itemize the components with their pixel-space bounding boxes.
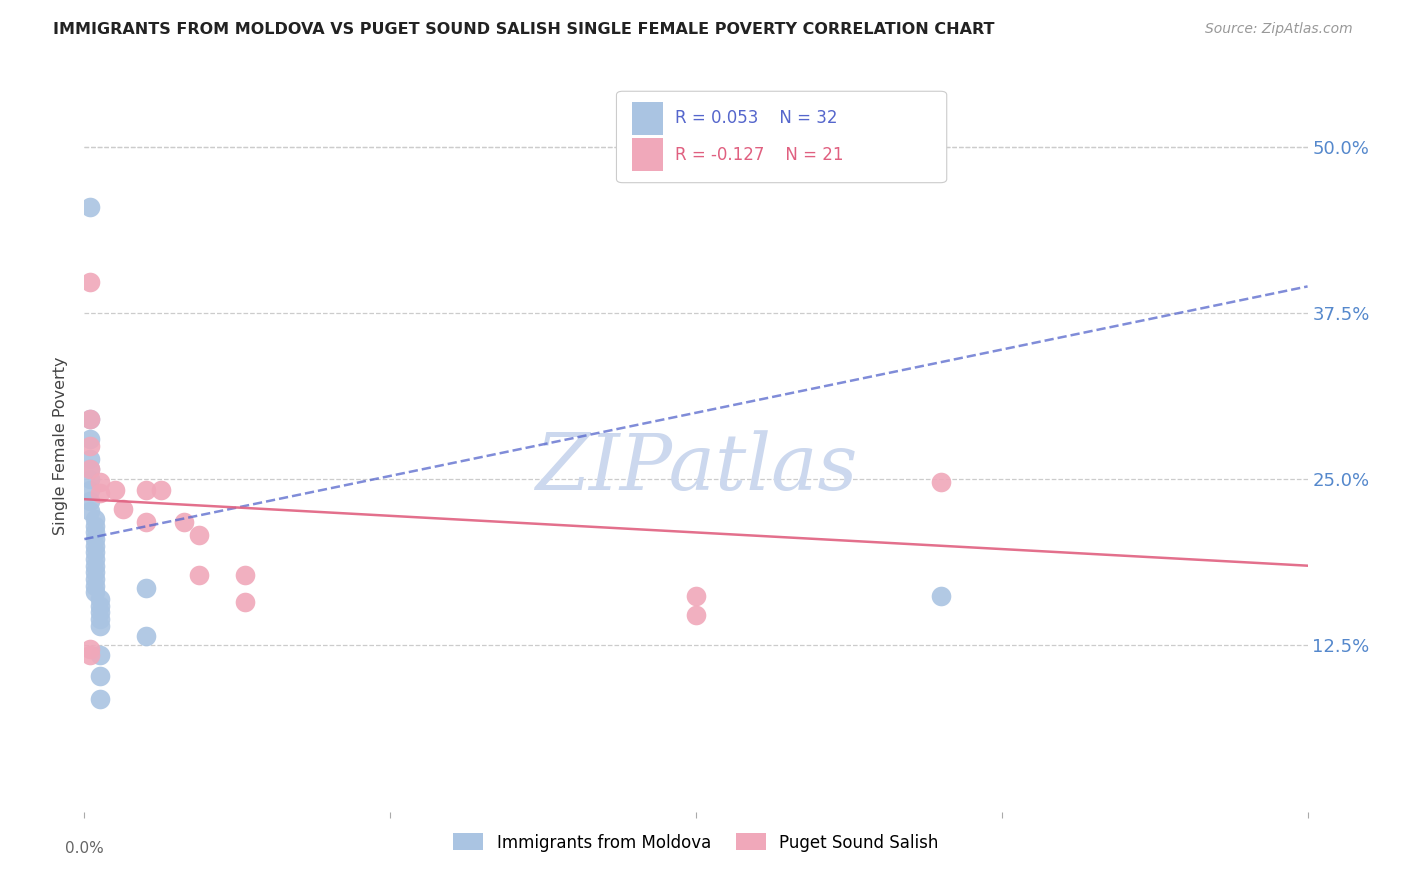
Point [233,568,256,582]
Text: IMMIGRANTS FROM MOLDOVA VS PUGET SOUND SALISH SINGLE FEMALE POVERTY CORRELATION : IMMIGRANTS FROM MOLDOVA VS PUGET SOUND S… [53,22,995,37]
Text: ZIPatlas: ZIPatlas [534,430,858,506]
Point [79,412,101,426]
Point [929,475,952,489]
Point [84,525,107,540]
Point [89,605,111,619]
Point [84,585,107,599]
Point [173,515,195,529]
Point [89,691,111,706]
Point [79,461,101,475]
Point [84,545,107,559]
Point [89,485,111,500]
FancyBboxPatch shape [616,91,946,183]
Point [79,648,101,662]
Point [84,552,107,566]
Y-axis label: Single Female Poverty: Single Female Poverty [53,357,69,535]
Point [79,412,101,426]
Point [84,512,107,526]
Point [84,566,107,580]
Point [233,594,256,608]
Point [89,669,111,683]
Point [89,591,111,606]
Point [685,589,707,603]
Legend: Immigrants from Moldova, Puget Sound Salish: Immigrants from Moldova, Puget Sound Sal… [447,827,945,858]
Point [79,642,101,657]
Point [84,579,107,593]
Point [188,568,211,582]
Point [79,200,101,214]
Point [111,501,134,516]
Point [135,515,157,529]
Point [79,439,101,453]
Point [135,483,157,497]
Point [84,539,107,553]
Point [79,504,101,518]
FancyBboxPatch shape [633,138,664,171]
Point [79,452,101,467]
Text: Source: ZipAtlas.com: Source: ZipAtlas.com [1205,22,1353,37]
Point [84,572,107,586]
Point [188,528,211,542]
Point [79,461,101,475]
Text: 0.0%: 0.0% [65,841,104,856]
Point [149,483,172,497]
Point [79,483,101,497]
Point [89,475,111,489]
Point [89,612,111,626]
Text: R = 0.053    N = 32: R = 0.053 N = 32 [675,110,838,128]
Point [104,483,127,497]
Point [89,599,111,613]
Point [79,433,101,447]
Point [929,589,952,603]
Point [79,472,101,486]
Point [135,629,157,643]
FancyBboxPatch shape [633,102,664,135]
Point [79,493,101,508]
Point [79,276,101,290]
Point [135,582,157,596]
Point [84,532,107,546]
Point [84,558,107,573]
Point [685,607,707,622]
Point [89,618,111,632]
Text: R = -0.127    N = 21: R = -0.127 N = 21 [675,146,844,164]
Point [84,518,107,533]
Point [89,648,111,662]
